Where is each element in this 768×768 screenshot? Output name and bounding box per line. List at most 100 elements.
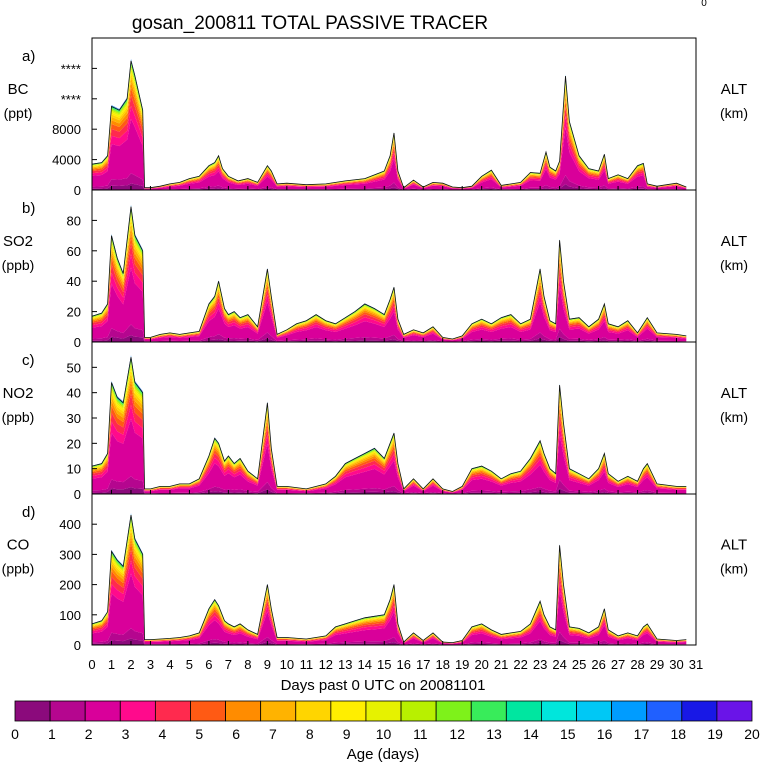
colorbar-cell [611, 700, 648, 722]
units-label: (ppb) [2, 257, 35, 273]
x-tick-label: 0 [88, 657, 95, 672]
panel-b: 0 20 40 60 80 b) SO2 (ppb) ALT (km) [2, 189, 748, 350]
right-axis-label: ALT [721, 81, 747, 98]
colorbar-cell [190, 700, 226, 722]
y-tick-label: 10 [67, 462, 81, 477]
x-tick-label: 30 [669, 657, 683, 672]
species-label: NO2 [3, 385, 34, 402]
x-tick-label: 27 [611, 657, 625, 672]
age-band-0-d [92, 638, 687, 645]
x-tick-label: 10 [280, 657, 294, 672]
colorbar-cell [576, 700, 613, 722]
y-tick-label: 30 [67, 411, 81, 426]
total-line-b [91, 206, 687, 340]
y-tick-label: 8000 [52, 122, 81, 137]
age-band-2-c [92, 418, 687, 494]
y-tick-label: 40 [67, 386, 81, 401]
colorbar-cell [646, 700, 683, 722]
age-band-0-a [92, 183, 687, 190]
units-label: (ppb) [2, 561, 35, 577]
y-tick-label: 4000 [52, 153, 81, 168]
colorbar-label: Age (days) [347, 746, 420, 763]
panels: 0 4000 8000 **** **** a) BC (ppt) ALT (km) 0 20 40 60… [2, 37, 748, 653]
x-tick-label: 18 [435, 657, 449, 672]
colorbar-tick-label: 15 [560, 726, 576, 742]
age-band-0-c [92, 487, 687, 494]
y-tick-label: 60 [67, 244, 81, 259]
colorbar-cell [225, 700, 262, 722]
colorbar-cell [716, 700, 753, 722]
y-tick-label: **** [61, 92, 81, 107]
y-tick-label: 400 [59, 517, 81, 532]
species-label: BC [8, 81, 29, 98]
corner-mark: 0 [701, 0, 707, 9]
x-tick-label: 24 [552, 657, 566, 672]
y-tick-label: 40 [67, 274, 81, 289]
x-tick-label: 20 [474, 657, 488, 672]
right-axis-label: ALT [721, 385, 747, 402]
x-tick-label: 28 [630, 657, 644, 672]
colorbar-cell [681, 700, 718, 722]
x-tick-label: 19 [455, 657, 469, 672]
panel-a: 0 4000 8000 **** **** a) BC (ppt) ALT (km) [4, 37, 748, 198]
colorbar-cell [49, 700, 86, 722]
x-tick-label: 26 [591, 657, 605, 672]
age-band-2-d [92, 573, 687, 645]
x-tick-label: 1 [108, 657, 115, 672]
y-tick-label: 200 [59, 578, 81, 593]
panel-d: 0 100 200 300 400 d) CO (ppb) ALT (km) [2, 493, 748, 653]
units-label: (ppt) [4, 105, 33, 121]
colorbar-tick-label: 13 [486, 726, 502, 742]
panel-frame-d [91, 493, 697, 646]
y-tick-label: 20 [67, 436, 81, 451]
colorbar-cell [260, 700, 297, 722]
colorbar-cell [505, 700, 542, 722]
total-line-c [91, 357, 687, 492]
y-tick-label: 0 [74, 335, 81, 350]
x-tick-label: 29 [650, 657, 664, 672]
colorbar-cell [84, 700, 121, 722]
colorbar-cell [400, 700, 437, 722]
x-tick-label: 3 [147, 657, 154, 672]
colorbar-cell [295, 700, 332, 722]
panel-letter: c) [22, 352, 35, 369]
colorbar-cell [470, 700, 507, 722]
colorbar-cell [14, 700, 51, 722]
x-tick-label: 9 [264, 657, 271, 672]
x-tick-label: 12 [319, 657, 333, 672]
colorbar-tick-label: 3 [122, 726, 130, 742]
colorbar-cell [119, 700, 156, 722]
colorbar-tick-label: 4 [159, 726, 167, 742]
age-band-1-a [92, 173, 687, 190]
y-tick-label: 0 [74, 183, 81, 198]
colorbar-tick-label: 19 [707, 726, 723, 742]
colorbar-cell [154, 700, 191, 722]
y-tick-label: 20 [67, 305, 81, 320]
right-axis-units: (km) [720, 257, 748, 273]
x-tick-label: 21 [494, 657, 508, 672]
colorbar-cell [330, 700, 367, 722]
species-label: SO2 [3, 233, 33, 250]
colorbar-tick-label: 16 [597, 726, 613, 742]
y-tick-label: **** [61, 61, 81, 76]
x-tick-label: 15 [377, 657, 391, 672]
x-tick-label: 13 [338, 657, 352, 672]
age-band-2-a [92, 118, 687, 190]
x-tick-label: 4 [166, 657, 173, 672]
colorbar-tick-label: 7 [269, 726, 277, 742]
x-tick-label: 17 [416, 657, 430, 672]
colorbar-tick-label: 10 [376, 726, 392, 742]
y-tick-label: 100 [59, 608, 81, 623]
colorbar-tick-label: 14 [523, 726, 539, 742]
panel-letter: a) [22, 48, 35, 65]
units-label: (ppb) [2, 409, 35, 425]
colorbar-tick-label: 8 [306, 726, 314, 742]
right-axis-label: ALT [721, 537, 747, 554]
total-line-a [91, 60, 687, 189]
age-band-0-b [92, 335, 687, 342]
y-tick-label: 50 [67, 360, 81, 375]
x-tick-label: 25 [572, 657, 586, 672]
right-axis-units: (km) [720, 561, 748, 577]
age-band-3-a [92, 106, 687, 189]
